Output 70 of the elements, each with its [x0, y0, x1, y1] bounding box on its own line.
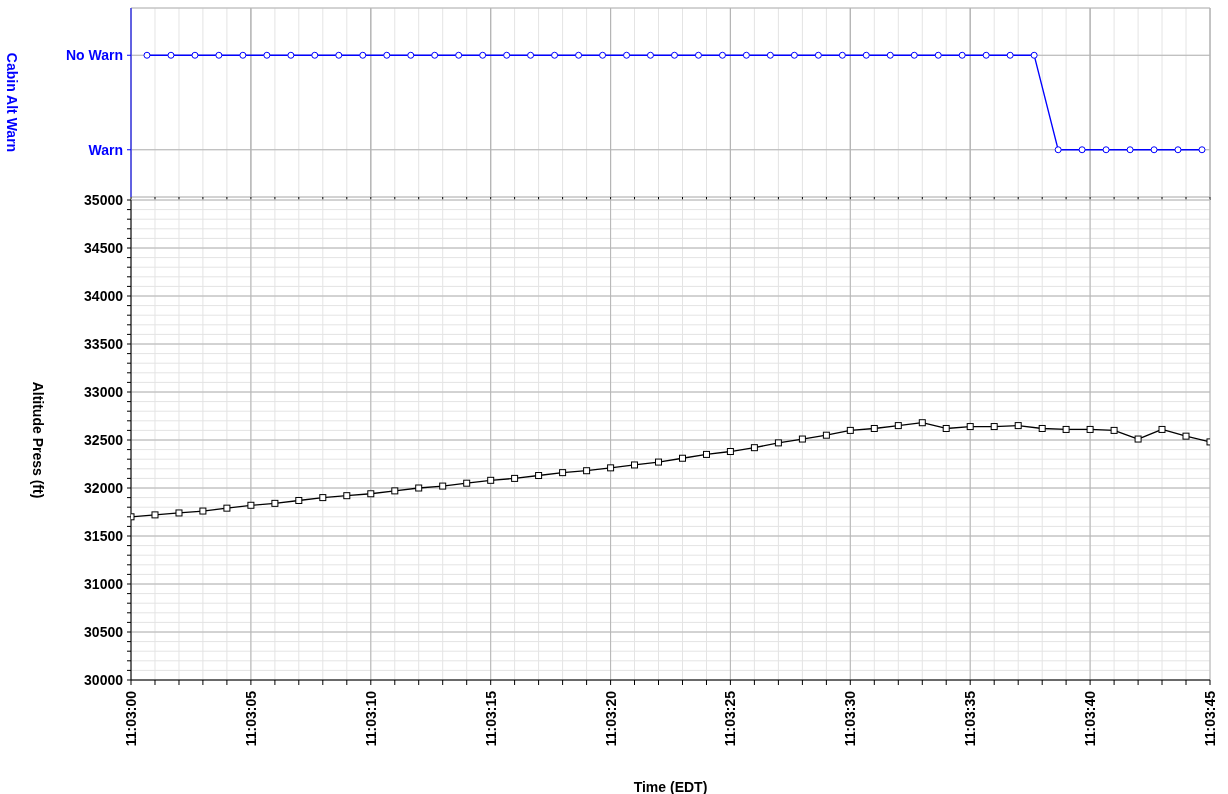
x-tick-label: 11:03:10 [362, 690, 379, 747]
point [319, 494, 327, 502]
point [583, 467, 591, 475]
x-tick-label: 11:03:35 [962, 690, 979, 747]
point [1086, 425, 1094, 433]
point [774, 439, 782, 447]
y-tick-label: 31000 [84, 576, 124, 592]
point [415, 484, 423, 492]
point [511, 474, 519, 482]
point [918, 419, 926, 427]
y-tick-label: 34500 [84, 240, 124, 256]
point [631, 461, 639, 469]
point [151, 511, 159, 519]
point [870, 424, 878, 432]
y-axis-title: Altitude Press (ft) [30, 381, 47, 499]
point [726, 448, 734, 456]
point [1062, 425, 1070, 433]
point [990, 423, 998, 431]
y-tick-label: 32000 [84, 480, 124, 496]
x-tick-label: 11:03:25 [722, 690, 739, 747]
point [798, 435, 806, 443]
point [655, 458, 662, 466]
point [846, 426, 854, 434]
point [367, 490, 375, 498]
point [559, 469, 567, 477]
point [894, 422, 902, 430]
y-tick-label: 33000 [84, 384, 124, 400]
point [391, 487, 399, 495]
point [607, 464, 615, 472]
x-tick-label: 11:03:45 [1202, 690, 1218, 747]
point [247, 501, 255, 509]
y-tick-label: 35000 [84, 192, 124, 208]
point [703, 450, 710, 458]
x-tick-label: 11:03:30 [842, 690, 859, 747]
point [535, 472, 543, 480]
point [343, 492, 351, 500]
y-tick-label: 31500 [84, 528, 124, 544]
point [295, 496, 303, 504]
point [1038, 424, 1046, 432]
point [199, 507, 207, 515]
category-label: No Warn [65, 47, 123, 64]
y-axis-title: Cabin Alt Warn [4, 52, 21, 153]
point [1110, 426, 1118, 434]
x-tick-label: 11:03:15 [482, 690, 499, 747]
point [822, 431, 830, 439]
point [966, 423, 974, 431]
x-tick-label: 11:03:40 [1082, 690, 1099, 747]
point [1158, 425, 1166, 433]
y-tick-label: 30500 [84, 624, 124, 640]
x-tick-label: 11:03:05 [242, 690, 259, 747]
x-tick-label: 11:03:00 [123, 690, 139, 747]
y-tick-label: 30000 [84, 672, 124, 688]
y-tick-label: 32500 [84, 432, 124, 448]
point [1014, 422, 1022, 430]
y-tick-label: 34000 [84, 288, 124, 304]
point [679, 454, 686, 462]
point [439, 482, 447, 490]
x-tick-label: 11:03:20 [602, 690, 619, 747]
category-label: Warn [88, 141, 123, 158]
y-tick-label: 33500 [84, 336, 124, 352]
x-axis-title: Time (EDT) [633, 779, 708, 794]
point [175, 509, 183, 517]
point [750, 444, 758, 452]
point [463, 479, 471, 487]
point [1134, 435, 1142, 443]
point [487, 476, 495, 484]
point [223, 504, 231, 512]
point [1182, 432, 1190, 440]
point [271, 499, 279, 507]
point [942, 424, 950, 432]
